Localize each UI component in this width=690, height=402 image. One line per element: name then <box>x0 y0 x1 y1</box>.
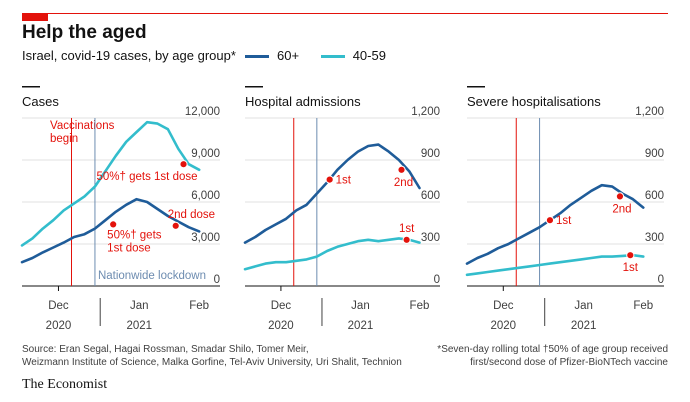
annotation-label: 50%† gets 1st dose <box>97 171 198 183</box>
x-year-label: 2020 <box>268 320 294 332</box>
annotation-dot <box>402 235 411 244</box>
panel-title-rule <box>22 86 40 88</box>
annotation-dot <box>615 192 625 201</box>
panel-title: Hospital admissions <box>245 94 361 109</box>
annotation-dot <box>626 251 635 260</box>
y-tick-label: 6,000 <box>191 190 220 202</box>
x-tick-label: Jan <box>351 300 370 312</box>
vaccination-label: Vaccinations <box>50 120 115 132</box>
y-tick-label: 300 <box>421 232 440 244</box>
annotation-dot <box>179 160 188 169</box>
y-tick-label: 900 <box>421 148 440 160</box>
panel-title-rule <box>467 86 485 88</box>
y-tick-label: 600 <box>421 190 440 202</box>
x-tick-label: Dec <box>493 300 514 312</box>
y-tick-label: 1,200 <box>411 106 440 118</box>
footnote-line: first/second dose of Pfizer-BioNTech vac… <box>470 357 668 368</box>
y-tick-label: 12,000 <box>185 106 220 118</box>
footnote: *Seven-day rolling total †50% of age gro… <box>432 343 668 369</box>
x-year-label: 2020 <box>490 320 516 332</box>
x-year-label: 2020 <box>46 320 72 332</box>
x-year-label: 2021 <box>571 320 597 332</box>
annotation-label: 1st <box>556 215 572 227</box>
y-tick-label: 0 <box>434 274 440 286</box>
series-40-59-line <box>20 120 201 247</box>
legend: 60+ 40-59 <box>245 48 404 63</box>
footnote-line: *Seven-day rolling total †50% of age gro… <box>437 344 668 355</box>
chart-panel-3: Severe hospitalisations 1,200 900 600 300 0 De… <box>465 86 664 332</box>
annotation-label: 2nd dose <box>168 209 215 221</box>
annotation-dot <box>109 220 118 229</box>
legend-label-60plus: 60+ <box>277 48 300 63</box>
panel-title: Cases <box>22 94 59 109</box>
annotation-label: 2nd <box>394 177 413 189</box>
y-tick-label: 1,200 <box>635 106 664 118</box>
series-60plus-line <box>20 197 201 264</box>
annotation-dot <box>545 216 555 225</box>
chart-title: Help the aged <box>22 22 147 43</box>
chart-panel-2: Hospital admissions 1,200 900 600 300 0 Dec Jan… <box>243 86 440 332</box>
chart-subtitle: Israel, covid-19 cases, by age group* <box>22 48 236 63</box>
x-year-label: 2021 <box>348 320 374 332</box>
x-tick-label: Jan <box>574 300 593 312</box>
x-tick-label: Dec <box>271 300 292 312</box>
top-rule <box>22 13 668 14</box>
x-tick-label: Dec <box>48 300 69 312</box>
source-line: Source: Eran Segal, Hagai Rossman, Smada… <box>22 344 309 355</box>
series-60plus-line <box>465 183 645 265</box>
y-tick-label: 0 <box>214 274 220 286</box>
x-tick-label: Feb <box>633 300 653 312</box>
series-40-59-line <box>465 253 645 277</box>
annotation-label: 50%† gets <box>107 229 162 241</box>
y-tick-label: 900 <box>645 148 664 160</box>
annotation-dot <box>171 221 180 230</box>
annotation-label: 1st <box>623 262 639 274</box>
chart-panel-1: Cases 12,000 9,000 6,000 3,000 0 Dec Jan Feb 2020… <box>20 86 220 332</box>
legend-swatch-40-59 <box>320 55 345 59</box>
panel-title: Severe hospitalisations <box>467 94 601 109</box>
series-60plus-line <box>243 143 421 244</box>
legend-item-40-59: 40-59 <box>320 48 386 63</box>
annotation-dot <box>325 175 334 184</box>
legend-item-60plus: 60+ <box>245 48 299 63</box>
brand-red-tab <box>22 13 48 21</box>
y-tick-label: 0 <box>658 274 664 286</box>
annotation-label: 1st dose <box>107 242 150 254</box>
y-tick-label: 600 <box>645 190 664 202</box>
y-tick-label: 9,000 <box>191 148 220 160</box>
vaccination-label: begin <box>50 133 78 145</box>
series-40-59-line <box>243 237 421 271</box>
economist-brand: The Economist <box>22 377 108 392</box>
annotation-label: 1st <box>399 223 415 235</box>
x-tick-label: Feb <box>410 300 430 312</box>
y-tick-label: 3,000 <box>191 232 220 244</box>
x-tick-label: Feb <box>189 300 209 312</box>
annotation-label: 2nd <box>612 203 631 215</box>
x-tick-label: Jan <box>130 300 149 312</box>
legend-swatch-60plus <box>245 55 269 59</box>
source-note: Source: Eran Segal, Hagai Rossman, Smada… <box>22 343 442 369</box>
x-year-label: 2021 <box>126 320 152 332</box>
annotation-label: 1st <box>336 175 352 187</box>
panel-title-rule <box>245 86 263 88</box>
lockdown-label: Nationwide lockdown <box>98 270 206 282</box>
source-line: Weizmann Institute of Science, Malka Gor… <box>22 357 402 368</box>
legend-label-40-59: 40-59 <box>352 48 386 63</box>
y-tick-label: 300 <box>645 232 664 244</box>
annotation-dot <box>397 165 406 174</box>
